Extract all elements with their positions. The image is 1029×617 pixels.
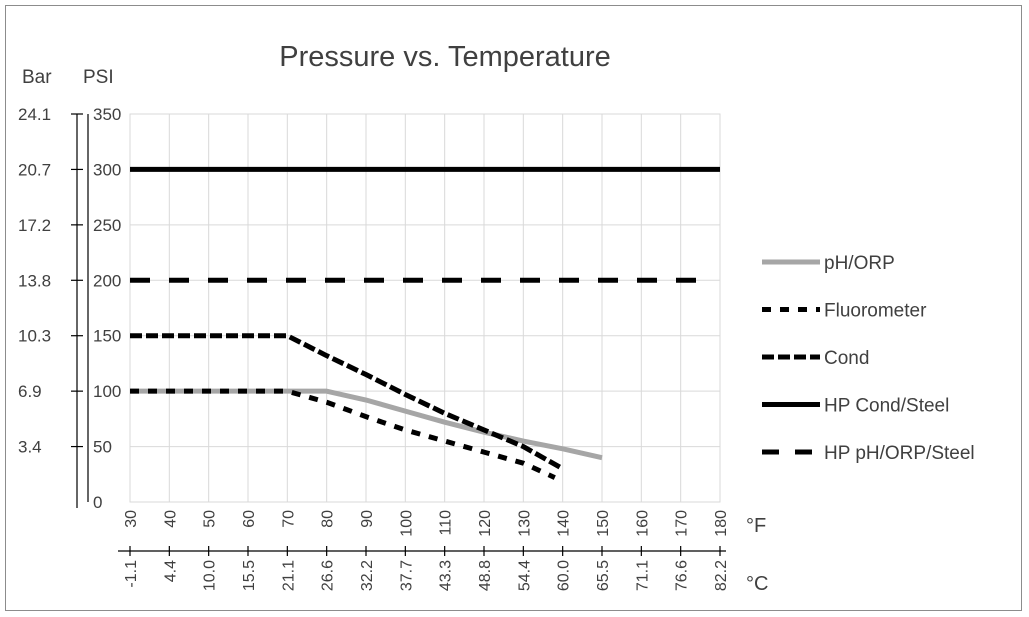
celsius-tick-label: 71.1 — [634, 560, 651, 591]
celsius-tick-label: 21.1 — [280, 560, 297, 591]
fahrenheit-tick-label: 180 — [713, 510, 730, 537]
fahrenheit-tick-label: 150 — [595, 510, 612, 537]
legend-label: pH/ORP — [824, 253, 895, 274]
celsius-tick-label: 32.2 — [359, 560, 376, 591]
fahrenheit-tick-label: 120 — [477, 510, 494, 537]
celsius-tick-label: 26.6 — [320, 560, 337, 591]
fahrenheit-tick-label: 110 — [438, 510, 455, 536]
celsius-tick-label: 43.3 — [438, 560, 455, 591]
legend-label: HP pH/ORP/Steel — [824, 443, 975, 464]
legend-label: Fluorometer — [824, 301, 927, 322]
psi-tick-label: 350 — [93, 105, 121, 124]
bar-tick-label: 3.4 — [18, 438, 42, 457]
celsius-tick-label: -1.1 — [123, 560, 140, 588]
fahrenheit-tick-label: 100 — [398, 510, 415, 537]
celsius-tick-label: 15.5 — [241, 560, 258, 591]
fahrenheit-unit: °F — [746, 515, 766, 537]
bar-tick-label: 10.3 — [18, 327, 51, 346]
celsius-tick-label: 4.4 — [162, 560, 179, 582]
psi-tick-label: 0 — [93, 493, 102, 512]
fahrenheit-tick-label: 140 — [556, 510, 573, 537]
bar-tick-label: 13.8 — [18, 271, 51, 290]
series-lines — [130, 166, 720, 480]
celsius-tick-label: 48.8 — [477, 560, 494, 591]
chart-frame — [5, 5, 1022, 611]
fahrenheit-tick-label: 80 — [320, 510, 337, 528]
celsius-tick-label: 60.0 — [556, 560, 573, 591]
celsius-tick-label: 65.5 — [595, 560, 612, 591]
bar-tick-label: 24.1 — [18, 105, 51, 124]
axes: 0 50 100 150 200 250 300 350 3.4 6.9 10.3 13.8 17.2 2… — [18, 105, 730, 591]
legend: pH/ORP Fluorometer Cond HP Cond/Steel HP pH/… — [762, 253, 975, 464]
series-line-ph-orp — [130, 388, 603, 461]
fahrenheit-tick-label: 170 — [674, 510, 691, 537]
fahrenheit-tick-label: 130 — [516, 510, 533, 537]
legend-label: Cond — [824, 348, 869, 369]
psi-axis-unit: PSI — [83, 67, 114, 88]
legend-label: HP Cond/Steel — [824, 396, 949, 417]
plot-area — [129, 113, 721, 503]
fahrenheit-tick-label: 160 — [634, 510, 651, 537]
psi-tick-label: 300 — [93, 160, 121, 179]
psi-tick-label: 250 — [93, 216, 121, 235]
series-line-fluorometer — [130, 388, 556, 480]
celsius-tick-label: 37.7 — [398, 560, 415, 591]
series-line-cond — [130, 333, 564, 471]
fahrenheit-tick-label: 40 — [162, 510, 179, 528]
psi-tick-label: 200 — [93, 271, 121, 290]
celsius-tick-label: 10.0 — [202, 560, 219, 591]
fahrenheit-tick-label: 90 — [359, 510, 376, 528]
bar-tick-label: 17.2 — [18, 216, 51, 235]
fahrenheit-tick-label: 30 — [123, 510, 140, 528]
psi-tick-label: 150 — [93, 327, 121, 346]
fahrenheit-tick-label: 50 — [202, 510, 219, 528]
bar-tick-label: 6.9 — [18, 382, 42, 401]
gridlines — [129, 113, 721, 503]
chart-title: Pressure vs. Temperature — [279, 41, 611, 73]
celsius-tick-label: 76.6 — [674, 560, 691, 591]
bar-tick-label: 20.7 — [18, 160, 51, 179]
bar-axis-unit: Bar — [22, 67, 52, 88]
psi-tick-label: 100 — [93, 382, 121, 401]
fahrenheit-tick-label: 60 — [241, 510, 258, 528]
celsius-tick-label: 54.4 — [516, 560, 533, 591]
celsius-unit: °C — [746, 573, 768, 595]
celsius-tick-label: 82.2 — [713, 560, 730, 591]
psi-tick-label: 50 — [93, 438, 112, 457]
fahrenheit-tick-label: 70 — [280, 510, 297, 528]
